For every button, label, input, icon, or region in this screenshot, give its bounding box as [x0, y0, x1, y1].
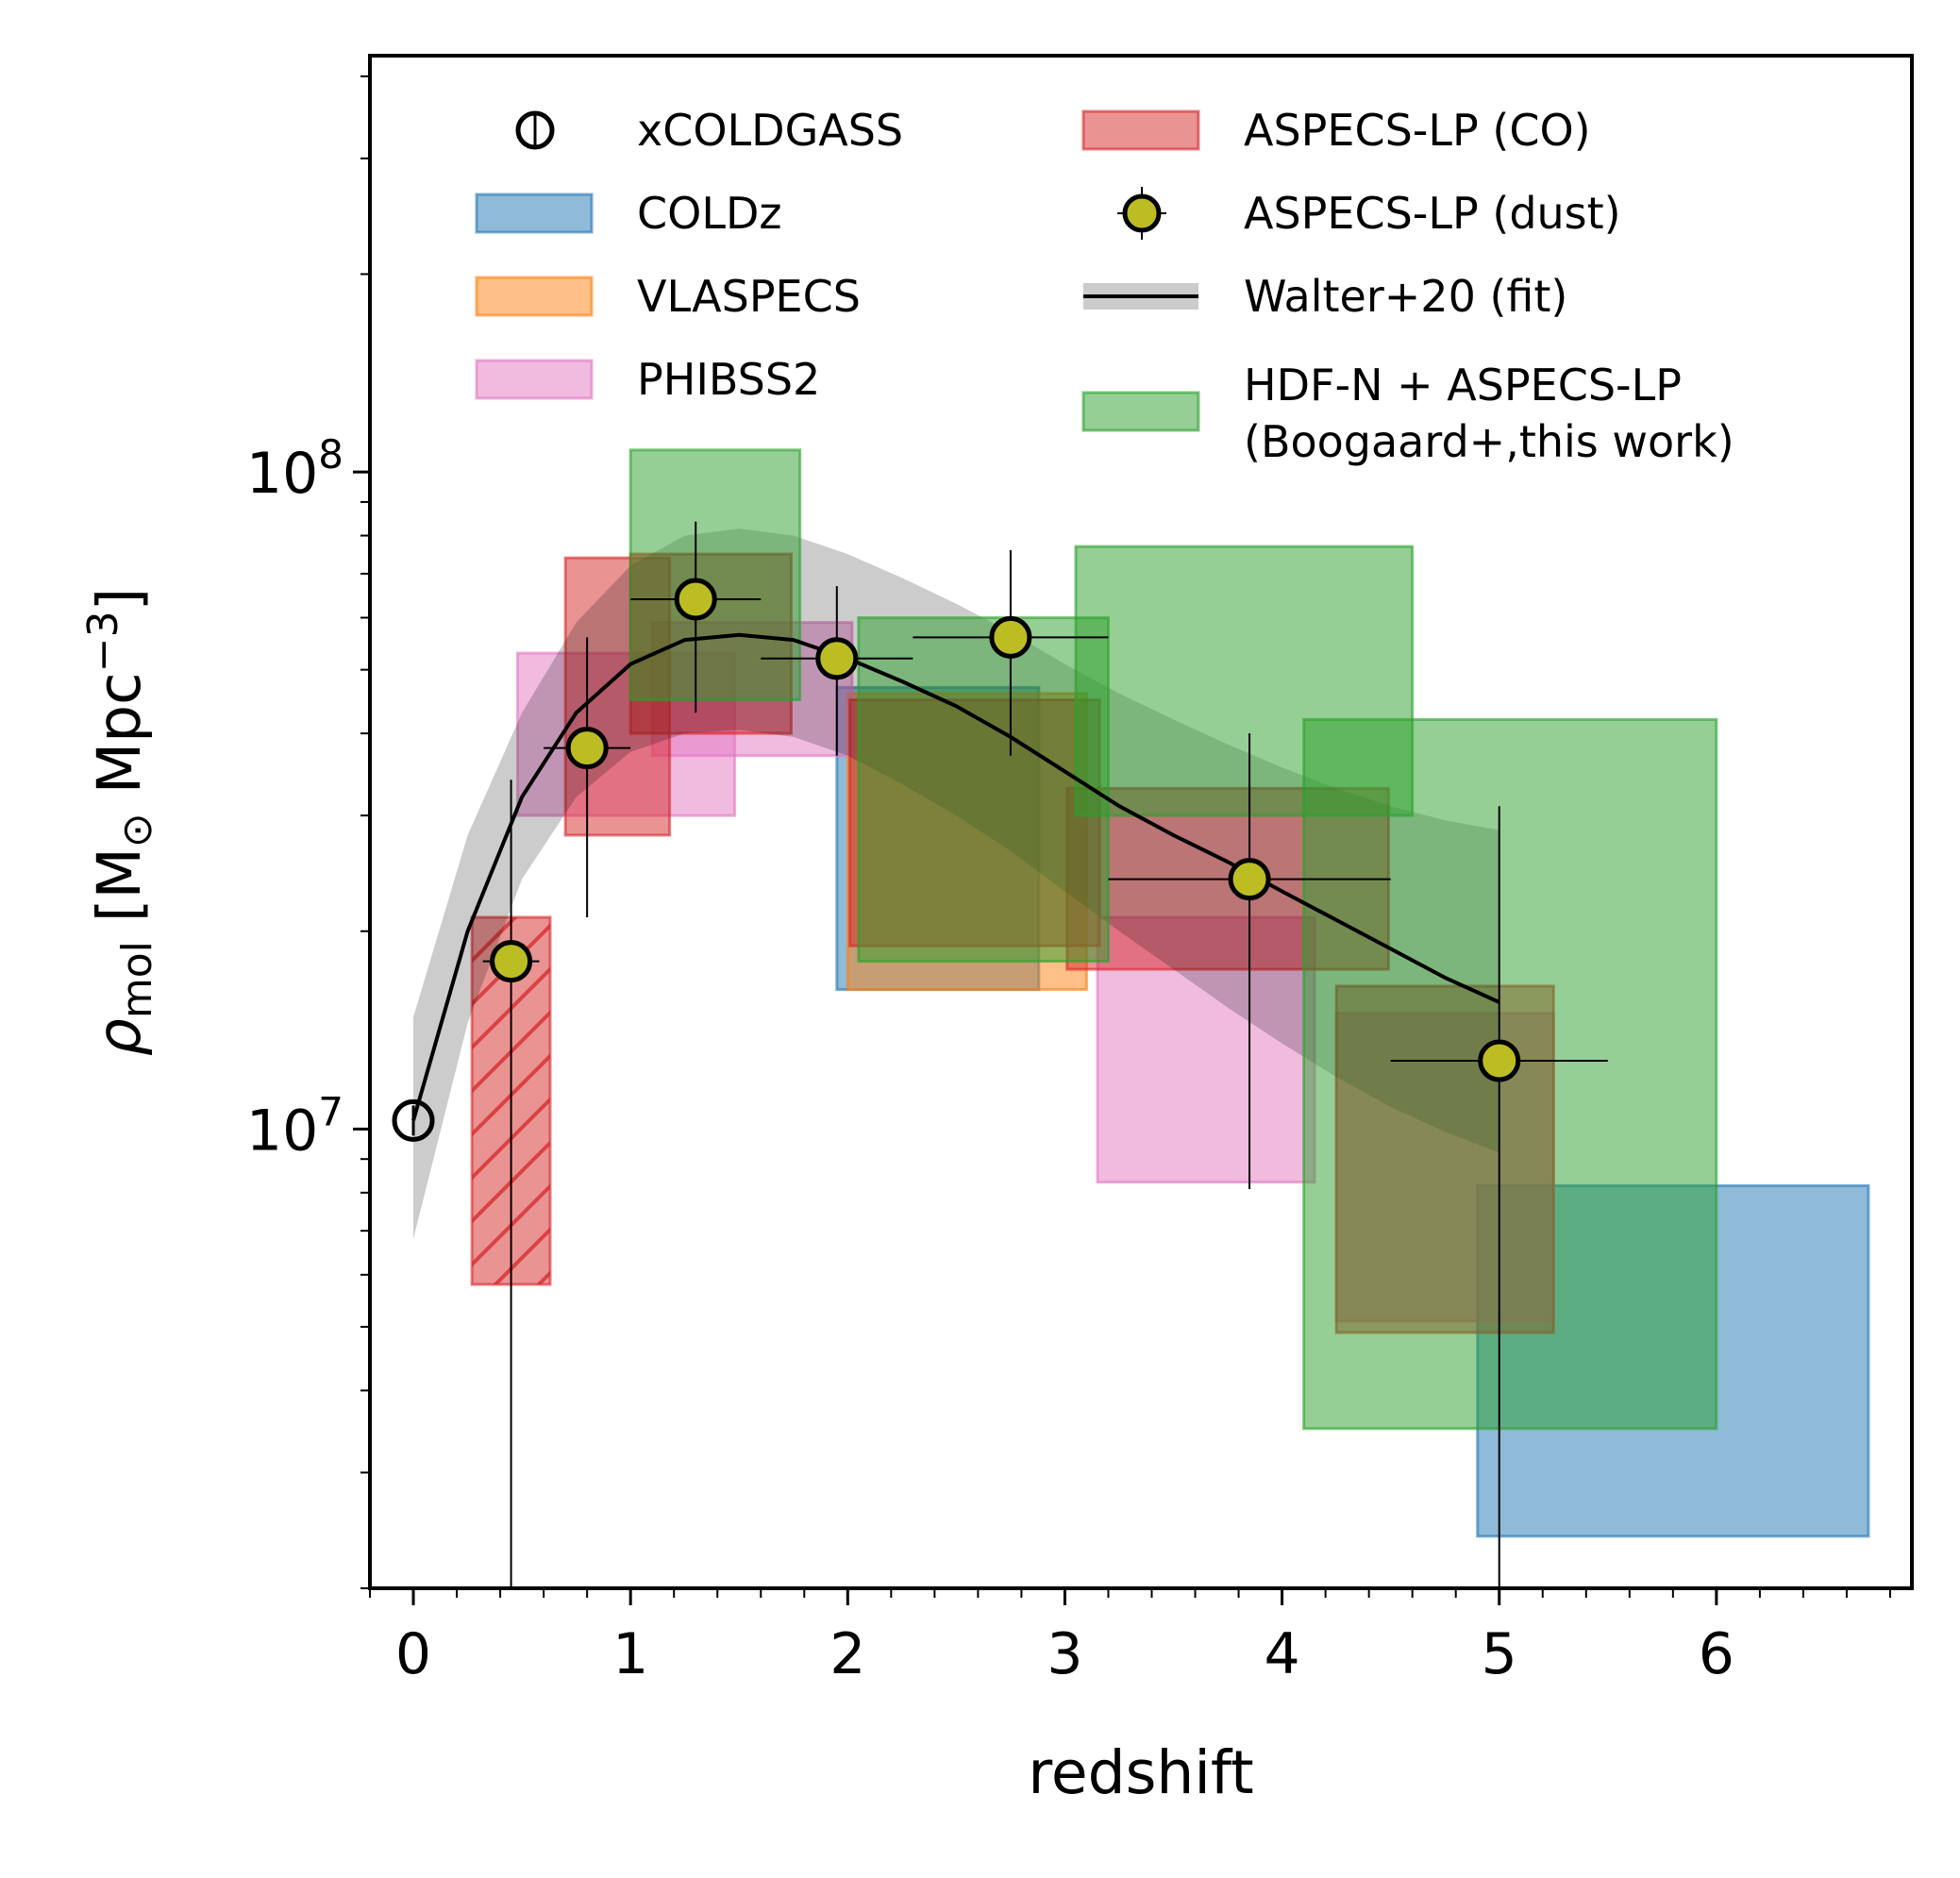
- legend-item-aspecs-dust: ASPECS-LP (dust): [1117, 187, 1621, 240]
- walter20-fit-line: [411, 632, 1500, 1121]
- legend-swatch-aspecs-co: [1081, 109, 1200, 151]
- x-tick-labels: 0 1 2 3 4 5 6: [395, 1621, 1734, 1687]
- x-tick-label-5: 5: [1482, 1621, 1517, 1687]
- x-tick-label-3: 3: [1047, 1621, 1082, 1687]
- legend-label-coldz: COLDz: [637, 188, 782, 239]
- legend-swatch-phibss2: [475, 359, 594, 400]
- legend-item-aspecs-co: ASPECS-LP (CO): [1081, 105, 1591, 156]
- legend-item-vlaspecs: VLASPECS: [475, 271, 861, 322]
- y-tick-base: 10: [246, 441, 318, 507]
- y-tick-exponent: 8: [318, 431, 343, 478]
- legend-label-hdfn: HDF-N + ASPECS-LP: [1244, 360, 1682, 411]
- y-axis-exponent: −3: [79, 611, 127, 672]
- legend-swatch-coldz: [475, 193, 594, 234]
- x-tick-label-1: 1: [612, 1621, 648, 1687]
- legend-item-xcoldgass: xCOLDGASS: [515, 105, 903, 156]
- x-tick-label-6: 6: [1699, 1621, 1734, 1687]
- x-tick-label-2: 2: [829, 1621, 865, 1687]
- legend-marker-aspecs-dust: [1122, 193, 1162, 233]
- walter20-fit-band: [413, 528, 1499, 1239]
- legend-item-hdfn: HDF-N + ASPECS-LP(Boogaard+,this work): [1081, 360, 1734, 467]
- legend-marker-xcoldgass: [515, 110, 555, 150]
- y-axis-units-suffix: ]: [85, 588, 154, 612]
- y-axis-units-prefix: [M: [85, 847, 154, 941]
- dust-point-6: [1228, 858, 1271, 901]
- legend-label-hdfn-line2: (Boogaard+,this work): [1244, 416, 1734, 467]
- y-axis-units-mid: Mpc: [85, 672, 154, 813]
- legend-label-xcoldgass: xCOLDGASS: [637, 105, 903, 156]
- y-tick-base: 10: [246, 1098, 318, 1164]
- dust-point-7: [1478, 1039, 1521, 1082]
- legend-label-phibss2: PHIBSS2: [637, 354, 820, 405]
- plot-frame: [368, 54, 1914, 1590]
- legend-item-coldz: COLDz: [475, 188, 782, 239]
- x-tick-label-0: 0: [395, 1621, 431, 1687]
- hdfn-box-1: [628, 448, 802, 702]
- dust-point-3: [674, 578, 717, 621]
- legend: xCOLDGASS COLDz VLASPECS PHIBSS2 ASPECS-LP (…: [475, 105, 1734, 467]
- legend-label-walter20: Walter+20 (fit): [1244, 271, 1567, 322]
- xcoldgass-point-1: [392, 1098, 435, 1142]
- fit-band-layer: [413, 528, 1499, 1239]
- fit-line-layer: [411, 632, 1500, 1121]
- legend-swatch-vlaspecs: [475, 276, 594, 317]
- y-tick-label-1e7: 107: [246, 1088, 343, 1164]
- legend-item-phibss2: PHIBSS2: [475, 354, 820, 405]
- y-tick-exponent: 7: [318, 1088, 343, 1134]
- y-axis-subscript: mol: [113, 941, 161, 1018]
- hdfn-box-3: [1074, 545, 1415, 817]
- legend-swatch-hdfn: [1081, 391, 1200, 432]
- points-layer: [392, 578, 1521, 1142]
- dust-point-5: [989, 615, 1032, 659]
- legend-item-walter20: Walter+20 (fit): [1083, 271, 1567, 322]
- legend-label-aspecs-dust: ASPECS-LP (dust): [1244, 188, 1621, 239]
- legend-label-aspecs-co: ASPECS-LP (CO): [1244, 105, 1591, 156]
- legend-label-vlaspecs: VLASPECS: [637, 271, 861, 322]
- x-tick-label-4: 4: [1264, 1621, 1299, 1687]
- dust-point-4: [815, 637, 859, 680]
- x-axis-title: redshift: [1028, 1738, 1253, 1807]
- y-tick-label-1e8: 108: [246, 431, 343, 507]
- y-axis-symbol: ρ: [85, 1018, 154, 1056]
- dust-point-1: [490, 940, 533, 983]
- hdfn-box-2: [857, 616, 1110, 964]
- y-axis-sun-symbol: ⊙: [113, 813, 161, 847]
- y-axis-title: ρmol [M⊙ Mpc−3]: [79, 588, 161, 1056]
- dust-point-2: [565, 727, 609, 770]
